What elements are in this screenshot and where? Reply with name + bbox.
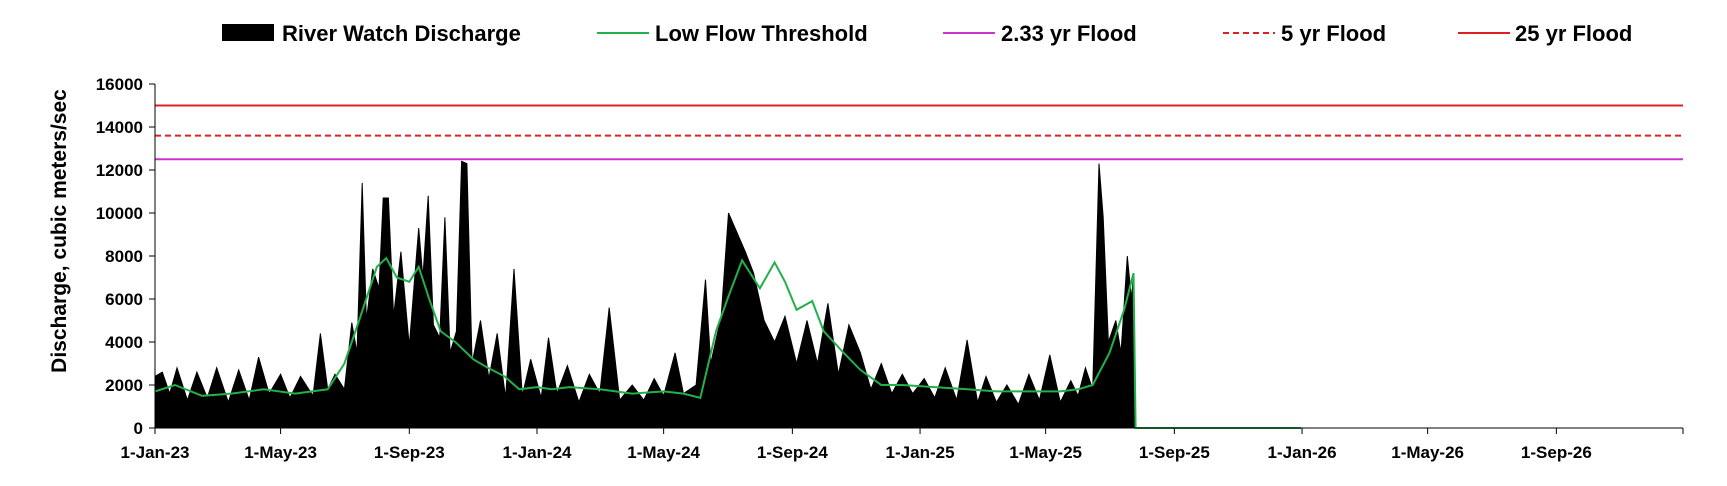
x-tick-label: 1-Jan-26 <box>1268 443 1337 462</box>
y-tick-label: 12000 <box>96 161 143 180</box>
legend-swatch <box>222 24 274 41</box>
legend-item: 25 yr Flood <box>1458 21 1632 46</box>
y-axis-title: Discharge, cubic meters/sec <box>48 89 71 373</box>
legend-item: River Watch Discharge <box>222 21 521 46</box>
legend: River Watch Discharge Low Flow Threshold 2… <box>222 21 1632 46</box>
legend-label: Low Flow Threshold <box>655 21 868 46</box>
legend-label: 5 yr Flood <box>1281 21 1386 46</box>
plot-area <box>154 104 1683 429</box>
x-tick-label: 1-Jan-25 <box>886 443 955 462</box>
y-tick-label: 0 <box>134 419 143 438</box>
y-tick-label: 8000 <box>105 247 143 266</box>
y-tick-label: 2000 <box>105 376 143 395</box>
x-tick-label: 1-Jan-23 <box>121 443 190 462</box>
y-tick-label: 10000 <box>96 204 143 223</box>
series-line-low-flow <box>154 256 1301 429</box>
x-tick-label: 1-Sep-24 <box>757 443 828 462</box>
legend-label: River Watch Discharge <box>282 21 521 46</box>
y-tick-label: 16000 <box>96 75 143 94</box>
x-tick-label: 1-Jan-24 <box>503 443 573 462</box>
x-tick-label: 1-May-25 <box>1009 443 1082 462</box>
x-tick-label: 1-Sep-26 <box>1521 443 1592 462</box>
y-tick-label: 14000 <box>96 118 143 137</box>
y-tick-label: 4000 <box>105 333 143 352</box>
x-tick-label: 1-May-23 <box>244 443 317 462</box>
y-tick-label: 6000 <box>105 290 143 309</box>
legend-item: Low Flow Threshold <box>597 21 868 46</box>
x-tick-label: 1-Sep-23 <box>374 443 445 462</box>
x-axis: 1-Jan-23 1-May-23 1-Sep-23 1-Jan-24 1-May-24… <box>121 427 1684 462</box>
x-tick-label: 1-May-24 <box>627 443 700 462</box>
series-area-discharge <box>154 160 1683 429</box>
x-tick-label: 1-May-26 <box>1391 443 1464 462</box>
x-tick-label: 1-Sep-25 <box>1139 443 1210 462</box>
legend-item: 2.33 yr Flood <box>943 21 1137 46</box>
legend-item: 5 yr Flood <box>1223 21 1386 46</box>
legend-label: 25 yr Flood <box>1515 21 1632 46</box>
legend-label: 2.33 yr Flood <box>1001 21 1137 46</box>
y-axis: 0 2000 4000 6000 8000 10000 12000 14000 16000 <box>96 75 156 438</box>
